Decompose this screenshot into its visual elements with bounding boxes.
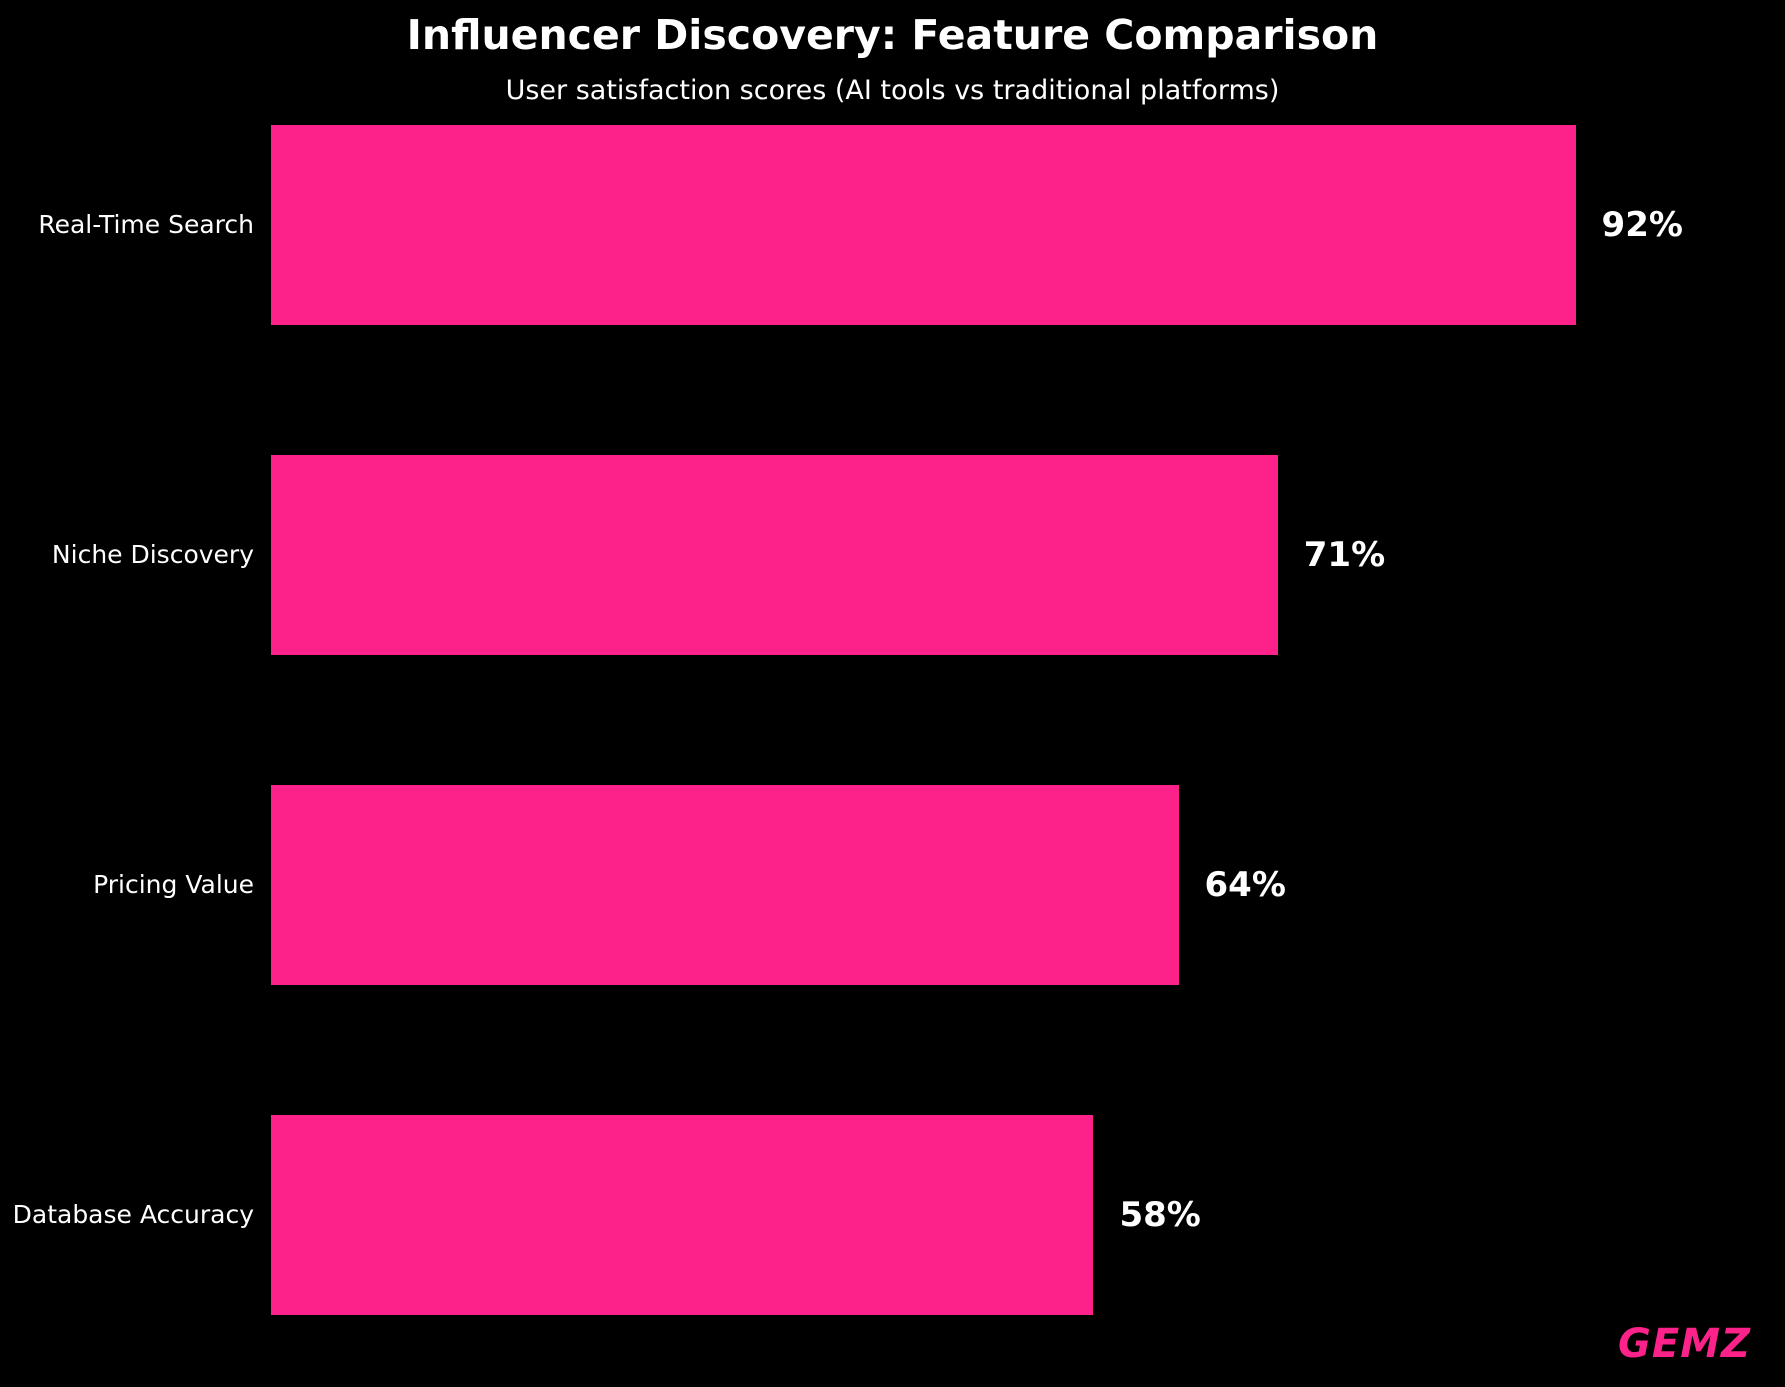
bar (271, 785, 1179, 985)
gemz-watermark: GEMZ (1618, 1321, 1751, 1367)
category-label: Real-Time Search (38, 210, 254, 239)
category-label: Niche Discovery (51, 540, 254, 569)
bar-row: Database Accuracy 58% (0, 1115, 1785, 1315)
bar-row: Pricing Value 64% (0, 785, 1785, 985)
bar (271, 455, 1278, 655)
category-label: Database Accuracy (12, 1200, 254, 1229)
category-label: Pricing Value (93, 870, 254, 899)
bar-value-label: 58% (1119, 1195, 1201, 1235)
bar-row: Real-Time Search 92% (0, 125, 1785, 325)
bar-row: Niche Discovery 71% (0, 455, 1785, 655)
bar-value-label: 71% (1303, 535, 1386, 575)
bar-value-label: 92% (1601, 205, 1683, 245)
chart-subtitle: User satisfaction scores (AI tools vs tr… (505, 75, 1280, 106)
bar (271, 1115, 1094, 1315)
chart-title: Influencer Discovery: Feature Comparison (406, 11, 1379, 59)
bar (271, 125, 1576, 325)
bar-value-label: 64% (1204, 865, 1286, 905)
